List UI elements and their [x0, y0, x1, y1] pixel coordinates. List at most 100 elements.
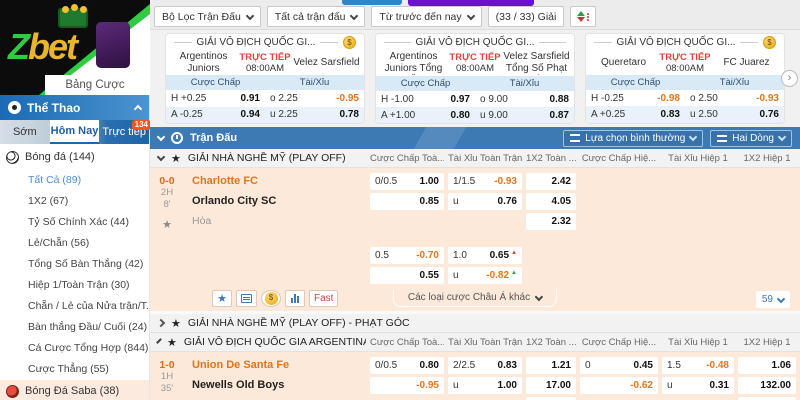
sidebar-item-correct-score[interactable]: Tỷ Số Chính Xác (44) [28, 216, 129, 228]
sort-button[interactable] [570, 6, 597, 27]
sidebar-item-ht-ft[interactable]: Hiệp 1/Toàn Trận (30) [28, 279, 130, 291]
odds-col-1x2-ft: 1.21 17.00 5.30 [526, 357, 576, 400]
logo-text: Zbet [8, 26, 78, 68]
partial-button-blue[interactable] [342, 0, 402, 5]
odds-cell[interactable]: 0.55 [370, 267, 444, 284]
sidebar-item-football[interactable]: Bóng đá (144) [0, 144, 149, 170]
minute: 8' [163, 199, 171, 211]
odds-col-handicap-ft: 0/0.5 0.80 -0.95 [370, 357, 444, 400]
odds-cell[interactable]: 0/0.5 1.00 [370, 173, 444, 190]
tab-today[interactable]: Hôm Nay [49, 120, 100, 144]
favorite-star-icon[interactable]: ★ [162, 218, 172, 231]
selection-mode-dropdown[interactable]: Lựa chọn bình thường [563, 129, 704, 147]
sort-arrows-icon [577, 11, 586, 22]
odds-cell[interactable]: 1.06 [738, 357, 796, 374]
odds-cell[interactable]: 1.21 [526, 357, 576, 374]
card-odds-row[interactable]: A -0.25 0.94 u 2.25 0.78 [166, 106, 364, 123]
main-betting-area: Trận Đấu Lựa chọn bình thường Hai Dòng ★… [150, 127, 800, 400]
partial-button-purple[interactable] [408, 0, 534, 6]
lines-icon [717, 134, 728, 142]
league-header-collapsed[interactable]: ★ GIẢI NHÀ NGHỀ MỸ (PLAY OFF) - PHẠT GÓC [150, 314, 800, 333]
football-icon [6, 150, 19, 164]
card-odds-row[interactable]: H +0.25 0.91 o 2.25 -0.95 [171, 92, 359, 104]
league-header[interactable]: ★ GIẢI VÔ ĐỊCH QUỐC GIA ARGENTINA Cược C… [150, 333, 800, 352]
chevron-down-icon[interactable] [156, 132, 166, 142]
odds-cell[interactable]: 0 0.45 [580, 357, 658, 374]
sidebar-item-total-goals[interactable]: Tổng Số Bàn Thắng (42) [28, 258, 144, 270]
score: 1-0 [159, 359, 175, 371]
star-icon: ★ [171, 152, 181, 165]
live-label: TRỰC TIẾP [659, 51, 711, 63]
row-display-dropdown[interactable]: Hai Dòng [710, 129, 792, 147]
card-odds-row[interactable]: A +1.00 0.80 u 9.00 0.87 [376, 107, 574, 123]
odds-cell[interactable]: 4.05 [526, 193, 576, 210]
sidebar-item-saba-football[interactable]: Bóng Đá Saba (38) [0, 380, 149, 400]
sidebar-item-first-last-goal[interactable]: Bàn thắng Đầu/ Cuối (24) [28, 321, 148, 333]
bet-slip-tab[interactable]: Bảng Cược [45, 75, 145, 95]
sidebar-item-odd-even[interactable]: Lẻ/Chẵn (56) [28, 237, 90, 249]
favorite-button[interactable]: ★ [212, 289, 232, 307]
column-header: Cược Chấp Toà... [370, 152, 444, 164]
odds-cell[interactable]: 0/0.5 0.80 [370, 357, 444, 374]
odds-cell[interactable]: 0.5 -0.70 [370, 247, 444, 264]
chevron-down-icon [245, 11, 255, 20]
sidebar-header[interactable]: Thể Thao [0, 95, 149, 120]
logo[interactable]: Zbet [0, 0, 150, 95]
more-asian-bets-button[interactable]: Các loại cược Châu Á khác [392, 289, 558, 307]
odds-cell[interactable]: 17.00 [526, 377, 576, 394]
tab-live[interactable]: Trực tiếp 134 [99, 120, 152, 144]
all-matches-dropdown[interactable]: Tất cả trận đấu [266, 6, 366, 27]
odds-cell[interactable]: 2.42 [526, 173, 576, 190]
cashout-button[interactable]: $ [261, 289, 281, 307]
chevron-down-icon [776, 294, 786, 303]
odds-cell[interactable]: 1.5 -0.48 [662, 357, 734, 374]
odds-cell[interactable]: -0.95 [370, 377, 444, 394]
match-time: 08:00AM [245, 62, 285, 74]
odds-cell[interactable]: 6.70 [738, 397, 796, 400]
sidebar-item-1x2[interactable]: 1X2 (67) [28, 195, 69, 207]
sidebar-item-half-odd-even[interactable]: Chẵn / Lẻ của Nửa trận/T... (24) [28, 300, 149, 312]
card-odds-row[interactable]: H -0.25 -0.98 o 2.50 -0.93 [591, 92, 779, 104]
away-team: FC Juarez [723, 56, 770, 68]
card-league-title: GIẢI VÔ ĐỊCH QUỐC GI... $ [166, 34, 364, 50]
card-odds-header: Cược Chấp Tài/Xỉu [586, 74, 784, 90]
sidebar-item-mix-parlay[interactable]: Cá Cược Tổng Hợp (844) [28, 342, 149, 354]
odds-cell[interactable]: 2.32 [526, 213, 576, 230]
time-range-dropdown[interactable]: Từ trước đến nay [371, 6, 482, 27]
odds-col-overunder-ft: 2/2.5 0.83 u 1.00 [448, 357, 522, 400]
card-odds-row[interactable]: A +0.25 0.83 u 2.50 0.76 [586, 106, 784, 123]
bet-slip-button[interactable] [236, 289, 257, 307]
odds-cell[interactable]: 5.30 [526, 397, 576, 400]
league-header[interactable]: ★ GIẢI NHÀ NGHỀ MỸ (PLAY OFF) Cược Chấp … [150, 149, 800, 168]
tab-early[interactable]: Sớm [12, 126, 37, 138]
odds-cell[interactable]: -0.62 [580, 377, 658, 394]
match-filter-dropdown[interactable]: Bộ Lọc Trận Đấu [154, 6, 261, 27]
chevron-down-icon [350, 11, 359, 20]
market-count-dropdown[interactable]: 59 [755, 291, 790, 308]
filter-bar: Bộ Lọc Trận Đấu Tất cả trận đấu Từ trước… [150, 0, 800, 30]
away-team: Orlando City SC [192, 195, 277, 207]
odds-cell[interactable]: 1/1.5 -0.93 [448, 173, 522, 190]
logo-bet: bet [28, 26, 78, 67]
carousel-next-button[interactable]: › [781, 70, 798, 87]
sidebar-item-all[interactable]: Tất Cả (89) [28, 174, 82, 186]
chevron-right-icon [156, 318, 166, 328]
odds-cell[interactable]: u 0.76 [448, 193, 522, 210]
card-odds-row[interactable]: H -1.00 0.97 o 9.00 0.88 [381, 93, 569, 105]
sidebar-item-outright[interactable]: Cược Thẳng (55) [28, 363, 109, 375]
odds-cell[interactable]: u -0.82 [448, 267, 522, 284]
match-time: 08:00AM [455, 63, 495, 74]
stats-button[interactable] [285, 289, 305, 307]
odds-cell[interactable]: 0.85 [370, 193, 444, 210]
odds-cell[interactable]: 1.0 0.65 [448, 247, 522, 264]
saba-football-icon [6, 384, 19, 398]
chevron-up-icon [133, 104, 143, 114]
odds-cell[interactable]: u 0.31 [662, 377, 734, 394]
odds-cell[interactable]: u 1.00 [448, 377, 522, 394]
chevron-down-icon [156, 152, 166, 162]
odds-cell[interactable]: 2/2.5 0.83 [448, 357, 522, 374]
coin-icon: $ [763, 35, 776, 49]
odds-cell[interactable]: 132.00 [738, 377, 796, 394]
sidebar-item-label: Bóng đá (144) [25, 151, 95, 163]
fast-bet-button[interactable]: Fast [309, 289, 339, 307]
